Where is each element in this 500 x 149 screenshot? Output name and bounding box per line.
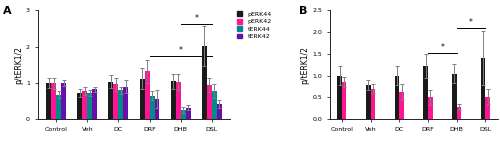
Bar [212, 91, 216, 119]
Text: A: A [3, 6, 12, 16]
Bar [46, 83, 51, 119]
Bar [176, 82, 180, 119]
Legend: pERK44, pERK42, tERK44, tERK42: pERK44, pERK42, tERK44, tERK42 [238, 11, 272, 39]
Bar [424, 66, 428, 119]
Text: *: * [469, 18, 473, 27]
Bar [92, 89, 98, 119]
Bar [78, 93, 82, 119]
Y-axis label: p/tERK1/2: p/tERK1/2 [14, 46, 23, 84]
Text: B: B [300, 6, 308, 16]
Bar [170, 82, 175, 119]
Bar [108, 82, 114, 119]
Text: *: * [440, 43, 444, 52]
Bar [480, 58, 486, 119]
Text: *: * [178, 46, 182, 55]
Bar [338, 76, 342, 119]
Bar [124, 87, 128, 119]
Text: *: * [194, 14, 198, 23]
Y-axis label: p/tERK1/2: p/tERK1/2 [300, 46, 310, 84]
Bar [370, 89, 375, 119]
Bar [394, 76, 400, 119]
Bar [202, 46, 207, 119]
Bar [216, 104, 222, 119]
Bar [82, 91, 87, 119]
Bar [56, 95, 61, 119]
Bar [186, 108, 190, 119]
Bar [51, 83, 56, 119]
Bar [154, 99, 160, 119]
Bar [140, 79, 144, 119]
Bar [150, 96, 154, 119]
Bar [452, 73, 456, 119]
Bar [366, 85, 370, 119]
Bar [61, 83, 66, 119]
Bar [88, 93, 92, 119]
Bar [428, 97, 432, 119]
Bar [342, 82, 346, 119]
Bar [114, 84, 118, 119]
Bar [486, 97, 490, 119]
Bar [144, 71, 150, 119]
Bar [118, 90, 124, 119]
Bar [180, 110, 186, 119]
Bar [400, 92, 404, 119]
Bar [207, 85, 212, 119]
Bar [456, 107, 461, 119]
